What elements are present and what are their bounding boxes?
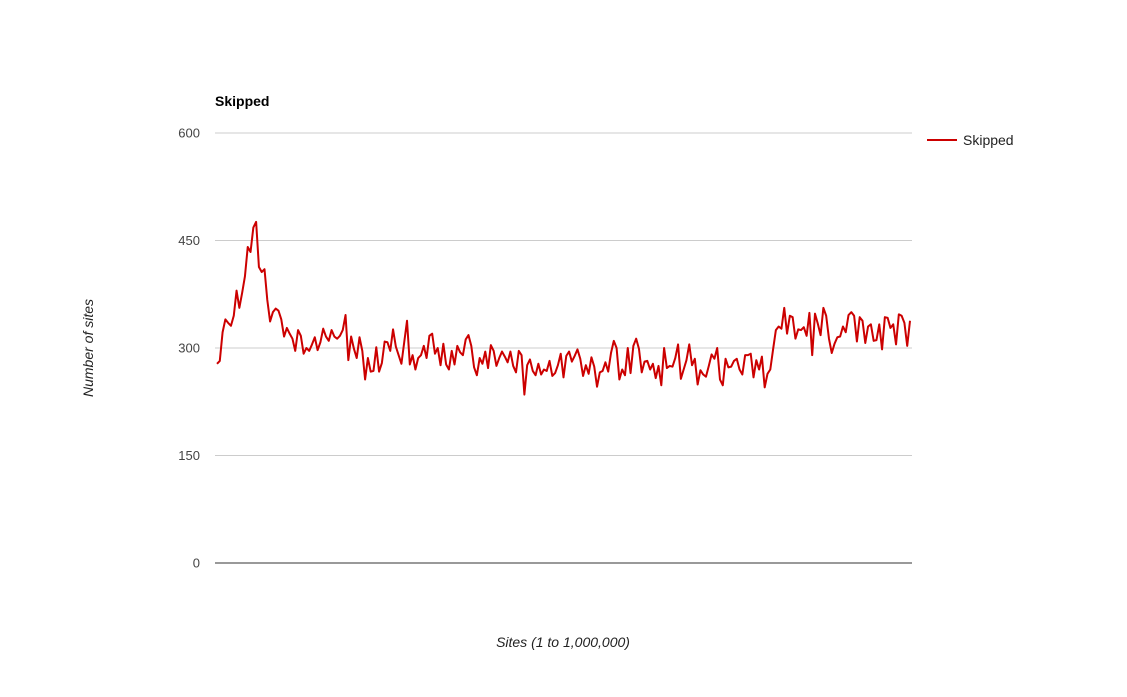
y-tick-label: 150 <box>178 448 200 463</box>
series-lines <box>216 220 911 396</box>
y-tick-label: 600 <box>178 126 200 141</box>
y-tick-label: 300 <box>178 341 200 356</box>
series-line-skipped <box>216 220 911 396</box>
legend: Skipped <box>927 132 1014 148</box>
y-tick-label: 0 <box>193 556 200 571</box>
legend-label-skipped: Skipped <box>963 132 1014 148</box>
gridlines <box>215 132 912 456</box>
y-tick-labels: 0 150 300 450 600 <box>178 126 200 571</box>
x-axis-title: Sites (1 to 1,000,000) <box>496 634 630 650</box>
y-tick-label: 450 <box>178 233 200 248</box>
y-axis-title: Number of sites <box>80 299 96 397</box>
chart-title: Skipped <box>215 93 269 109</box>
